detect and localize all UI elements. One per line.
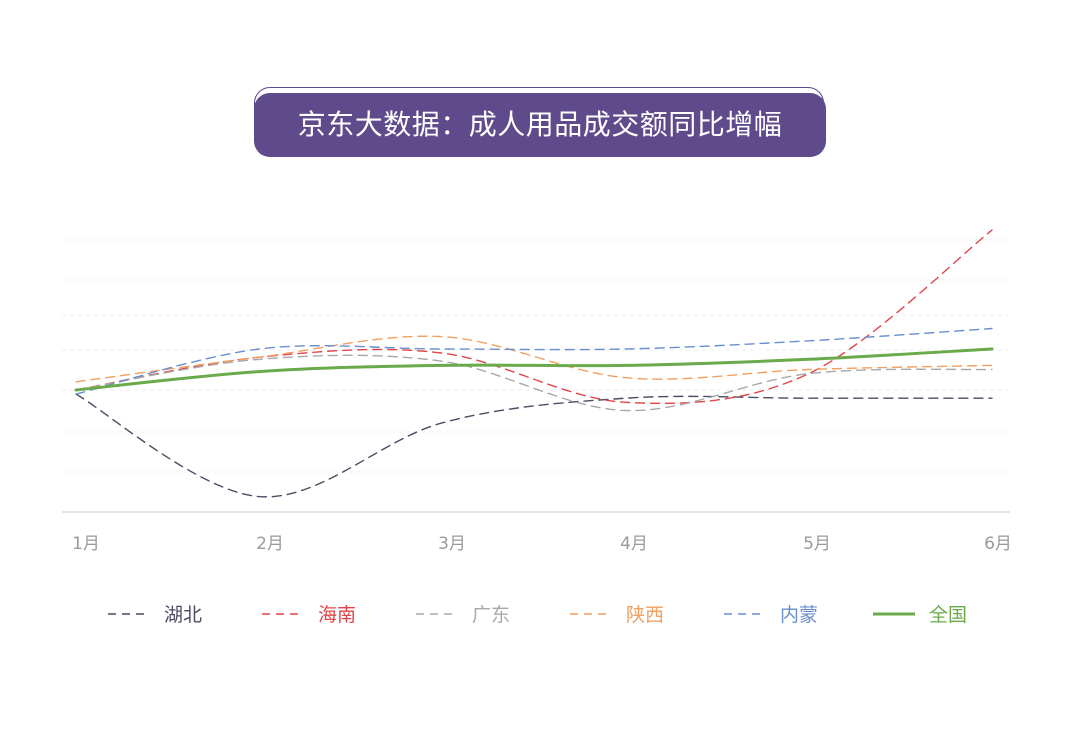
legend-label-4: 陕西 [626,604,664,626]
x-tick-label: 4月 [620,534,648,554]
legend-label-1: 湖北 [164,604,202,626]
legend: 湖北 海南 广东 陕西 内蒙 全国 [108,604,967,626]
series-line-2 [75,229,993,405]
legend-label-5: 内蒙 [780,604,818,626]
x-tick-label: 6月 [984,534,1012,554]
x-tick-label: 3月 [438,534,466,554]
legend-label-3: 广东 [472,604,510,626]
series-line-1 [75,393,993,498]
x-tick-label: 5月 [803,534,831,554]
x-tick-label: 2月 [256,534,284,554]
x-axis-ticks: 1月 2月 3月 4月 5月 6月 [72,534,1012,554]
title-banner: 京东大数据：成人用品成交额同比增幅 [254,87,826,157]
legend-label-2: 海南 [318,604,356,626]
legend-label-6: 全国 [929,604,967,626]
series-line-3 [75,354,993,412]
series-line-6 [74,347,994,392]
series-line-5 [75,327,993,395]
x-tick-label: 1月 [72,534,100,554]
series-lines [74,229,994,498]
chart-title: 京东大数据：成人用品成交额同比增幅 [254,93,826,157]
